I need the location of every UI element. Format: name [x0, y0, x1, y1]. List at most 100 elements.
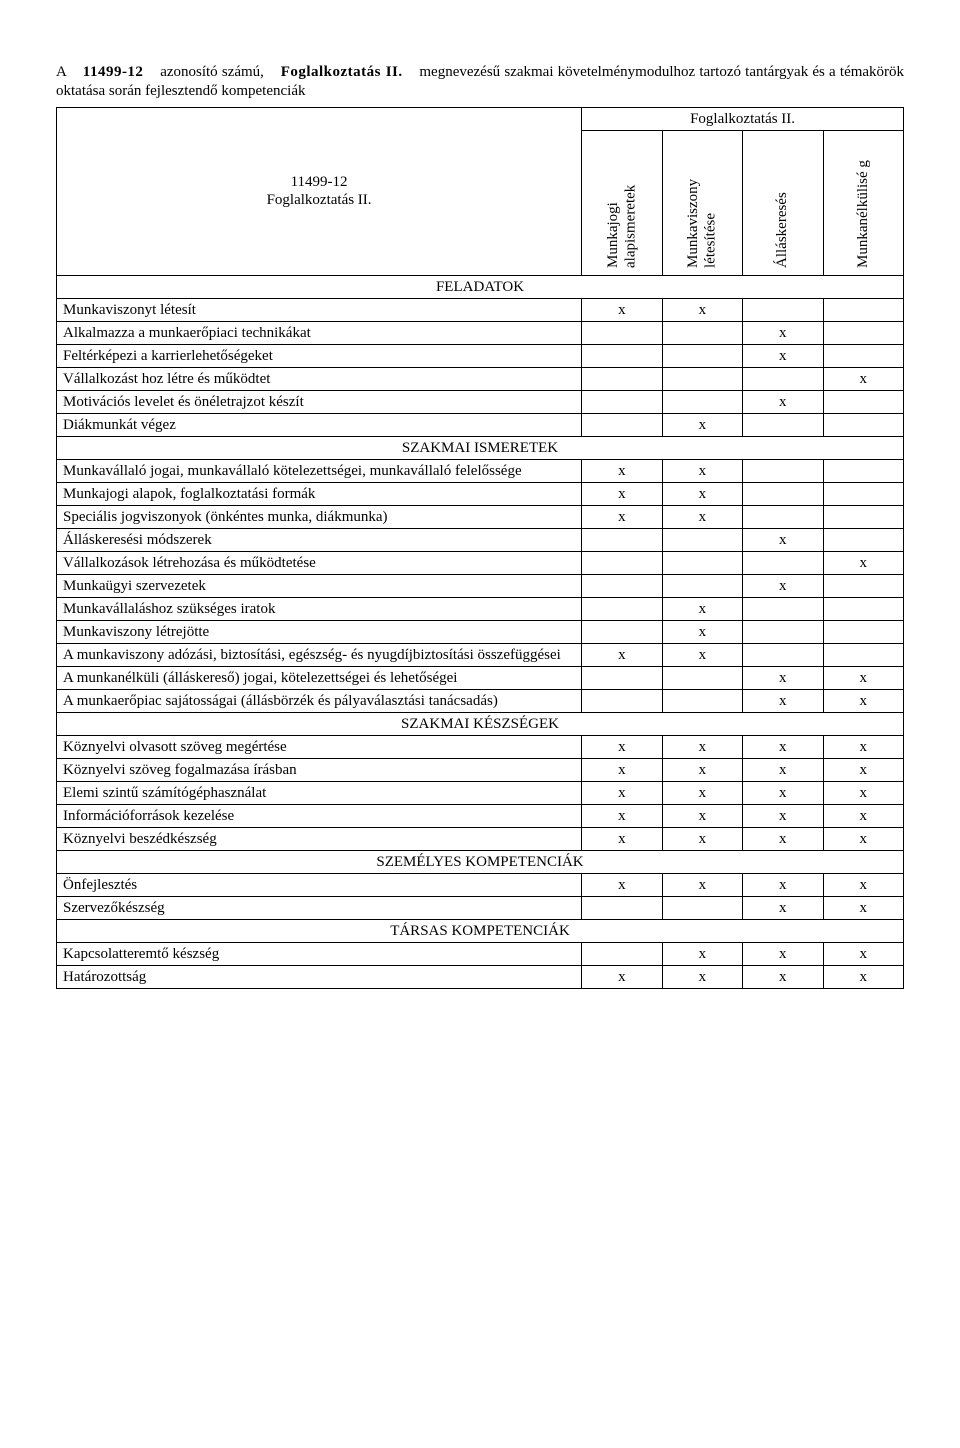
mark-cell [662, 689, 742, 712]
mark-cell: x [743, 827, 823, 850]
mark-cell [743, 367, 823, 390]
mark-cell [823, 298, 903, 321]
row-label: Speciális jogviszonyok (önkéntes munka, … [57, 505, 582, 528]
mark-cell: x [662, 298, 742, 321]
mark-cell [743, 413, 823, 436]
mark-cell: x [662, 482, 742, 505]
row-label: Vállalkozást hoz létre és működtet [57, 367, 582, 390]
mark-cell [582, 597, 662, 620]
mark-cell [662, 528, 742, 551]
mark-cell: x [823, 942, 903, 965]
mark-cell: x [662, 459, 742, 482]
mark-cell: x [743, 528, 823, 551]
intro-paragraph: A 11499-12 azonosító számú, Foglalkoztat… [56, 63, 904, 101]
section-title: SZEMÉLYES KOMPETENCIÁK [57, 850, 904, 873]
row-label: Alkalmazza a munkaerőpiaci technikákat [57, 321, 582, 344]
mark-cell: x [743, 735, 823, 758]
mark-cell [823, 528, 903, 551]
mark-cell: x [582, 804, 662, 827]
mark-cell [662, 551, 742, 574]
mark-cell [823, 505, 903, 528]
mark-cell [582, 689, 662, 712]
mark-cell [743, 482, 823, 505]
mark-cell [743, 643, 823, 666]
mark-cell [823, 459, 903, 482]
mark-cell: x [743, 321, 823, 344]
mark-cell [743, 620, 823, 643]
mark-cell: x [823, 873, 903, 896]
mark-cell: x [823, 551, 903, 574]
mark-cell [823, 413, 903, 436]
mark-cell [582, 620, 662, 643]
mark-cell: x [743, 896, 823, 919]
mark-cell [743, 597, 823, 620]
mark-cell [823, 597, 903, 620]
row-label: A munkaerőpiac sajátosságai (állásbörzék… [57, 689, 582, 712]
mark-cell [823, 321, 903, 344]
row-label: Munkajogi alapok, foglalkoztatási formák [57, 482, 582, 505]
mark-cell: x [662, 965, 742, 988]
mark-cell: x [582, 735, 662, 758]
mark-cell: x [823, 689, 903, 712]
mark-cell: x [823, 804, 903, 827]
section-title: SZAKMAI KÉSZSÉGEK [57, 712, 904, 735]
mark-cell: x [662, 643, 742, 666]
mark-cell: x [743, 344, 823, 367]
mark-cell [582, 574, 662, 597]
mark-cell: x [582, 781, 662, 804]
mark-cell [823, 620, 903, 643]
mark-cell: x [662, 413, 742, 436]
intro-mid1: azonosító számú, [160, 64, 264, 80]
mark-cell [823, 482, 903, 505]
row-label: A munkanélküli (álláskereső) jogai, köte… [57, 666, 582, 689]
mark-cell: x [582, 827, 662, 850]
mark-cell [662, 390, 742, 413]
mark-cell: x [662, 942, 742, 965]
mark-cell [743, 459, 823, 482]
intro-code: 11499-12 [83, 64, 144, 80]
mark-cell: x [743, 873, 823, 896]
mark-cell: x [662, 758, 742, 781]
mark-cell: x [823, 781, 903, 804]
row-label: Munkaviszony létrejötte [57, 620, 582, 643]
row-label: Álláskeresési módszerek [57, 528, 582, 551]
group-title-text: Foglalkoztatás II. [690, 111, 795, 127]
mark-cell: x [743, 781, 823, 804]
mark-cell [743, 551, 823, 574]
mark-cell [582, 413, 662, 436]
module-header-cell: 11499-12Foglalkoztatás II. [57, 107, 582, 275]
mark-cell [582, 528, 662, 551]
mark-cell: x [582, 873, 662, 896]
mark-cell [582, 367, 662, 390]
mark-cell: x [743, 574, 823, 597]
row-label: Elemi szintű számítógéphasználat [57, 781, 582, 804]
mark-cell [823, 390, 903, 413]
competency-table: 11499-12Foglalkoztatás II. Foglalkoztatá… [56, 107, 904, 989]
mark-cell [662, 666, 742, 689]
row-label: Vállalkozások létrehozása és működtetése [57, 551, 582, 574]
row-label: Önfejlesztés [57, 873, 582, 896]
mark-cell: x [823, 758, 903, 781]
mark-cell: x [823, 965, 903, 988]
mark-cell [582, 896, 662, 919]
mark-cell [823, 344, 903, 367]
intro-name: Foglalkoztatás II. [281, 64, 403, 80]
mark-cell: x [582, 758, 662, 781]
mark-cell: x [823, 735, 903, 758]
row-label: Munkavállaló jogai, munkavállaló kötelez… [57, 459, 582, 482]
row-label: Munkaügyi szervezetek [57, 574, 582, 597]
mark-cell: x [743, 390, 823, 413]
mark-cell: x [582, 482, 662, 505]
section-title: SZAKMAI ISMERETEK [57, 436, 904, 459]
mark-cell: x [823, 896, 903, 919]
mark-cell: x [582, 643, 662, 666]
mark-cell [582, 666, 662, 689]
row-label: Köznyelvi szöveg fogalmazása írásban [57, 758, 582, 781]
row-label: Szervezőkészség [57, 896, 582, 919]
mark-cell: x [743, 666, 823, 689]
mark-cell: x [662, 735, 742, 758]
row-label: Feltérképezi a karrierlehetőségeket [57, 344, 582, 367]
mark-cell [743, 298, 823, 321]
col-header-2: Munkaviszony létesítése [662, 130, 742, 275]
mark-cell: x [582, 298, 662, 321]
